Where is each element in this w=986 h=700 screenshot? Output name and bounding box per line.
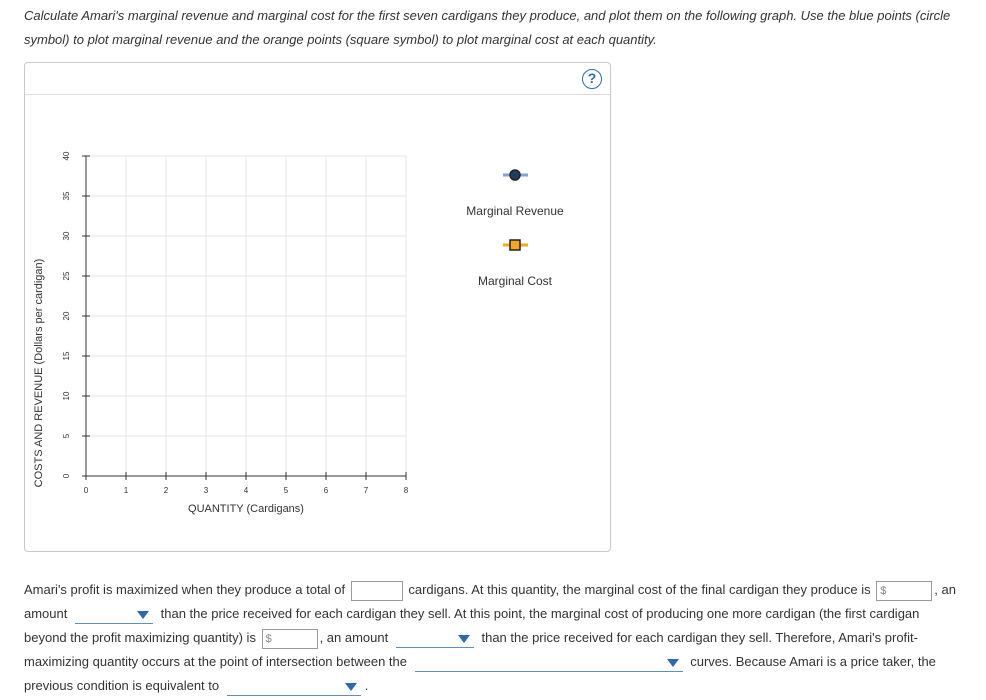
legend-mr-label: Marginal Revenue <box>466 204 564 218</box>
y-tick-label: 30 <box>62 231 71 240</box>
question-text-4: than the price received for each cardiga… <box>24 606 920 645</box>
curves-dropdown[interactable] <box>414 654 683 672</box>
x-tick-label: 5 <box>284 486 289 495</box>
y-tick-label: 35 <box>62 191 71 200</box>
y-tick-label: 20 <box>62 311 71 320</box>
graph-header-divider <box>25 94 610 95</box>
question-text-2: cardigans. At this quantity, the margina… <box>408 582 871 597</box>
mc-final-dollar-input[interactable]: $ <box>876 580 933 601</box>
chevron-down-icon <box>457 634 470 643</box>
comparison-dropdown-2[interactable] <box>395 630 474 648</box>
y-tick-label: 5 <box>62 433 71 438</box>
x-axis-label: QUANTITY (Cardigans) <box>188 503 304 515</box>
chevron-down-icon <box>666 658 679 667</box>
quantity-input[interactable] <box>350 580 403 601</box>
question-text-7: curves. Because Amari is a price taker, … <box>24 654 936 693</box>
question-text-8: . <box>364 678 369 693</box>
x-tick-label: 4 <box>244 486 249 495</box>
chart-grid <box>86 155 407 476</box>
question-text-3: , an amount <box>24 582 956 621</box>
question-text-5: , an amount <box>319 630 389 645</box>
x-tick-label: 6 <box>324 486 329 495</box>
x-tick-label: 2 <box>164 486 169 495</box>
question-text-1: Amari's profit is maximized when they pr… <box>24 582 346 597</box>
question-block: Amari's profit is maximized when they pr… <box>24 578 964 698</box>
legend-mr-circle-icon[interactable] <box>509 169 521 181</box>
y-tick-label: 15 <box>62 351 71 360</box>
question-text-6: than the price received for each cardiga… <box>24 630 918 669</box>
instructions-text: Calculate Amari's marginal revenue and m… <box>24 8 951 47</box>
x-tick-label: 1 <box>124 486 129 495</box>
chevron-down-icon <box>344 682 357 691</box>
chevron-down-icon <box>137 610 149 619</box>
x-tick-label: 8 <box>404 486 409 495</box>
legend-marginal-cost-tool[interactable]: Marginal Cost <box>478 239 553 288</box>
mc-next-dollar-input[interactable]: $ <box>261 628 318 649</box>
y-tick-label: 0 <box>62 473 71 478</box>
x-tick-label: 3 <box>204 486 209 495</box>
y-ticks: 0 5 10 15 20 25 30 35 40 <box>62 151 90 478</box>
help-icon[interactable]: ? <box>582 69 602 89</box>
y-axis-label: COSTS AND REVENUE (Dollars per cardigan) <box>33 259 45 488</box>
x-tick-label: 7 <box>364 486 369 495</box>
legend-marginal-revenue-tool[interactable]: Marginal Revenue <box>466 169 564 218</box>
x-ticks: 0 1 2 3 4 5 6 7 8 <box>84 472 409 495</box>
chart[interactable]: 0 1 2 3 4 5 6 7 8 0 5 10 15 20 25 30 35 40 QUANTITY (Car… <box>25 63 612 553</box>
y-tick-label: 10 <box>62 391 71 400</box>
y-tick-label: 25 <box>62 271 71 280</box>
legend-mc-square-icon[interactable] <box>509 239 521 251</box>
legend-mc-label: Marginal Cost <box>478 274 553 288</box>
x-tick-label: 0 <box>84 486 89 495</box>
condition-dropdown[interactable] <box>226 678 361 696</box>
comparison-dropdown-1[interactable] <box>75 606 153 624</box>
graph-panel: ? 0 1 2 3 4 5 6 7 8 0 5 10 15 20 25 30 35 40 QUANTITY (C… <box>24 62 611 552</box>
y-tick-label: 40 <box>62 151 71 160</box>
